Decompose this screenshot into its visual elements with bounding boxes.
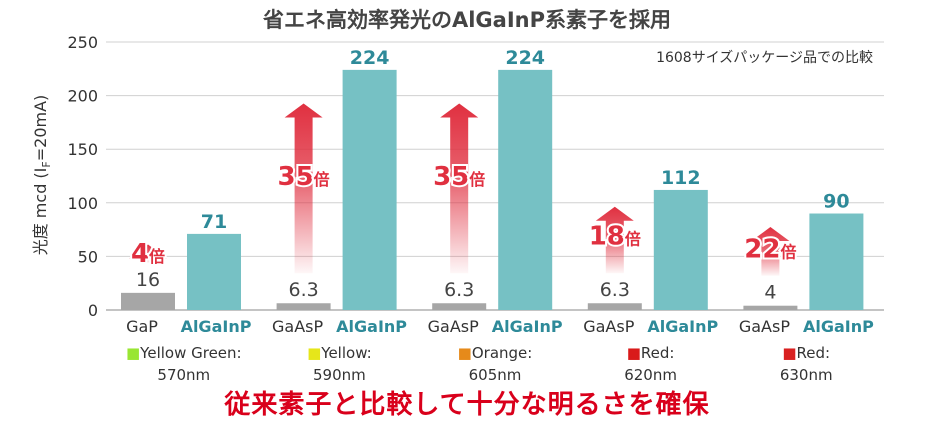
ratio-arrow: [595, 206, 634, 274]
category-old-name: GaAsP: [428, 317, 479, 336]
ratio-label: 18倍: [589, 222, 641, 252]
bar-new: [187, 233, 241, 310]
ratio-suffix: 倍: [469, 170, 485, 189]
ratio-number: 4: [131, 239, 149, 269]
ratio-suffix: 倍: [149, 247, 165, 266]
bars: [121, 69, 864, 310]
ratio-label: 22倍: [744, 234, 796, 264]
bar-old: [743, 305, 798, 310]
bar-old: [432, 303, 487, 310]
category-new-name: AlGaInP: [647, 317, 718, 336]
color-name-text: Yellow Green:: [139, 344, 241, 362]
color-name: ■Yellow:: [307, 344, 372, 362]
category-old-name: GaAsP: [739, 317, 790, 336]
ratio-arrow: [284, 103, 323, 274]
wavelength-label: 590nm: [313, 366, 366, 384]
ratio-label: 4倍: [131, 239, 165, 269]
category-new-name: AlGaInP: [181, 317, 252, 336]
category-new-name: AlGaInP: [336, 317, 407, 336]
chart-title: 省エネ高効率発光のAlGaInP系素子を採用: [262, 8, 671, 32]
new-value-label: 224: [505, 47, 545, 69]
ratio-suffix: 倍: [314, 170, 330, 189]
ratio-label: 35倍: [277, 162, 329, 192]
old-value-label: 6.3: [288, 279, 318, 301]
category-old-name: GaAsP: [583, 317, 634, 336]
bar-old: [587, 303, 642, 310]
color-name-text: Orange:: [472, 344, 532, 362]
color-name: ■Orange:: [458, 344, 533, 362]
y-axis-label: 光度 mcd (IF=20mA): [31, 95, 53, 256]
ratio-suffix: 倍: [780, 242, 796, 261]
ratio-arrow: [129, 244, 167, 263]
color-swatch: ■: [307, 344, 321, 362]
y-tick-label: 150: [67, 140, 98, 159]
y-axis-label-pre: 光度 mcd (I: [31, 168, 50, 256]
bar-new: [342, 69, 397, 310]
wavelength-label: 570nm: [157, 366, 210, 384]
bar-new: [498, 69, 553, 310]
color-name: ■Red:: [627, 344, 675, 362]
y-tick-label: 250: [67, 33, 98, 52]
color-name-text: Yellow:: [320, 344, 371, 362]
ratio-number: 35: [277, 162, 313, 192]
category-new-name: AlGaInP: [492, 317, 563, 336]
comparison-note: 1608サイズパッケージ品での比較: [656, 50, 873, 66]
y-tick-label: 100: [67, 194, 98, 213]
category-old-name: GaP: [126, 317, 158, 336]
bar-old: [121, 292, 175, 310]
new-value-label: 224: [350, 47, 390, 69]
bar-new: [809, 213, 864, 310]
bar-new: [653, 189, 708, 310]
old-value-label: 6.3: [600, 279, 630, 301]
category-new-name: AlGaInP: [803, 317, 874, 336]
new-value-label: 112: [661, 167, 701, 189]
color-swatch: ■: [458, 344, 472, 362]
old-value-label: 6.3: [444, 279, 474, 301]
color-name-text: Red:: [797, 344, 831, 362]
color-name-text: Red:: [641, 344, 675, 362]
y-axis-label-sub: F: [40, 161, 53, 167]
color-swatch: ■: [126, 344, 140, 362]
bar-old: [276, 303, 331, 310]
ratio-arrow: [440, 103, 479, 274]
y-tick-label: 0: [88, 301, 98, 320]
bottom-caption: 従来素子と比較して十分な明るさを確保: [224, 390, 710, 420]
color-swatch: ■: [782, 344, 796, 362]
ratio-number: 22: [744, 234, 780, 264]
category-old-name: GaAsP: [272, 317, 323, 336]
wavelength-label: 630nm: [780, 366, 833, 384]
y-tick-label: 50: [78, 247, 98, 266]
ratio-suffix: 倍: [625, 230, 641, 249]
y-axis-label-post: =20mA): [31, 95, 50, 162]
new-value-label: 90: [823, 191, 849, 213]
color-swatch: ■: [627, 344, 641, 362]
old-value-label: 16: [136, 269, 160, 291]
color-name: ■Yellow Green:: [126, 344, 242, 362]
ratio-label: 35倍: [433, 162, 485, 192]
wavelength-label: 620nm: [624, 366, 677, 384]
data-labels: 16 71 6.3 224 6.3 224 6.3 112 4 90: [136, 47, 850, 304]
old-value-label: 4: [764, 282, 776, 304]
ratio-number: 18: [589, 222, 625, 252]
ratio-arrow: [751, 227, 790, 276]
ratio-number: 35: [433, 162, 469, 192]
new-value-label: 71: [201, 211, 227, 233]
wavelength-label: 605nm: [469, 366, 522, 384]
y-tick-label: 200: [67, 87, 98, 106]
color-name: ■Red:: [782, 344, 830, 362]
